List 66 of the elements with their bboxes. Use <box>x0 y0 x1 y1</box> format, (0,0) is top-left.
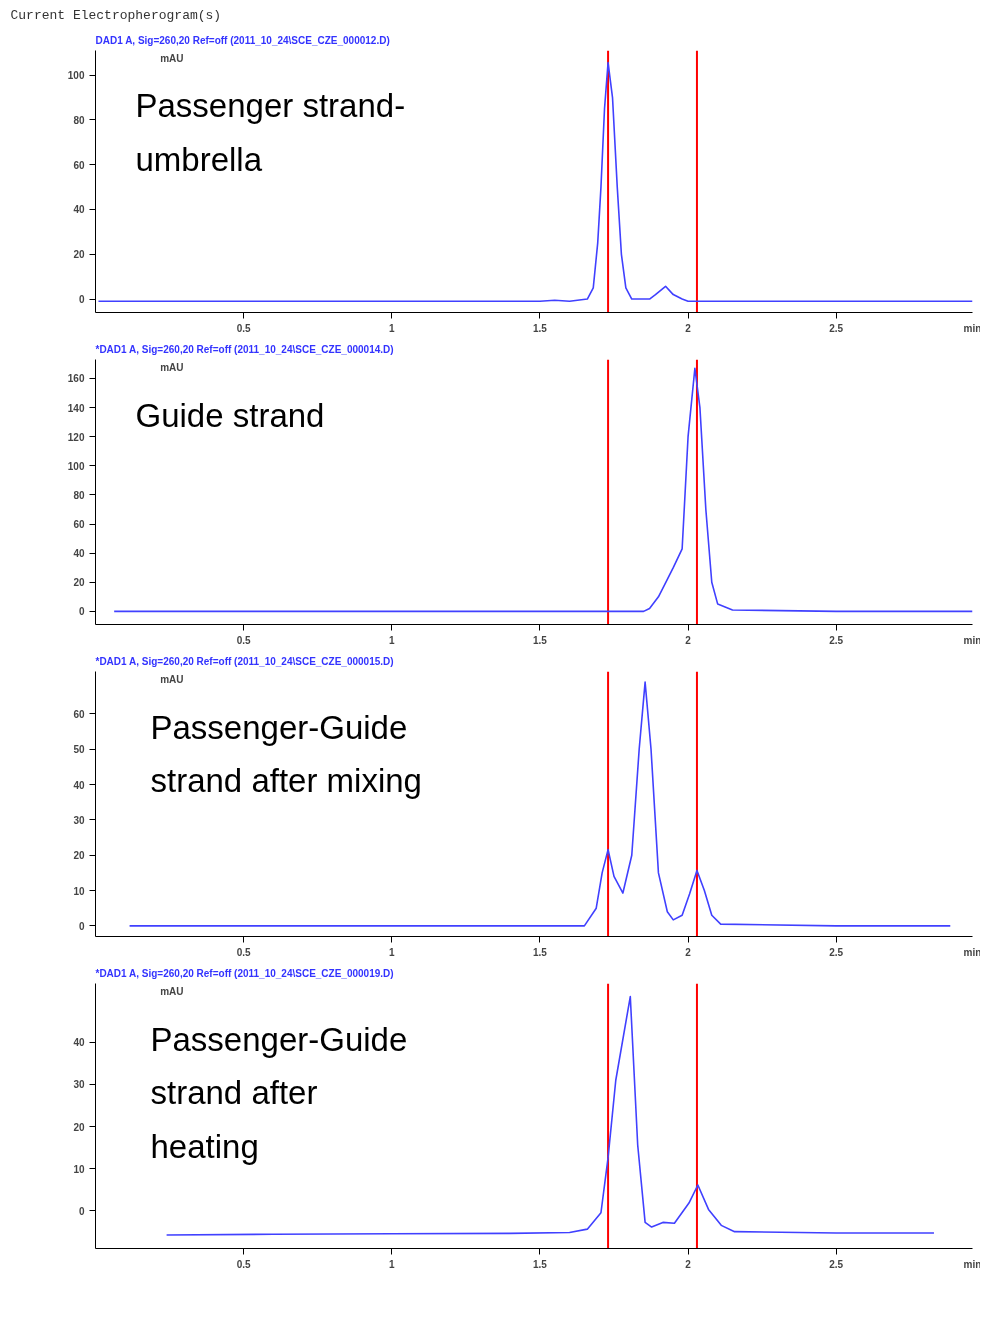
x-axis-title: min <box>963 1258 982 1270</box>
chart-subtitle: *DAD1 A, Sig=260,20 Ref=off (2011_10_24\SCE_CZE_000014.D) <box>95 343 394 355</box>
x-axis-title: min <box>963 946 982 958</box>
y-tick-label: 20 <box>73 577 85 589</box>
x-tick-label: 0.5 <box>236 634 252 646</box>
y-tick-label: 20 <box>73 249 85 261</box>
annotation: Passenger-Guide strand after mixing <box>150 708 422 800</box>
y-tick-label: 0 <box>78 1205 85 1217</box>
y-tick-label: 40 <box>73 548 85 560</box>
y-tick-label: 10 <box>73 1163 85 1175</box>
y-tick-label: 60 <box>73 708 85 720</box>
y-tick-label: 80 <box>73 489 85 501</box>
y-tick-label: 60 <box>73 519 85 531</box>
x-tick-label: 1.5 <box>532 946 548 958</box>
x-axis-title: min <box>963 634 982 646</box>
x-tick-label: 2 <box>685 1258 692 1270</box>
y-tick-label: 40 <box>73 779 85 791</box>
y-tick-label: 0 <box>78 606 85 618</box>
x-axis-title: min <box>963 322 982 334</box>
x-tick-label: 1 <box>389 1258 395 1270</box>
y-tick-label: 60 <box>73 159 85 171</box>
y-tick-label: 20 <box>73 1121 85 1133</box>
y-axis-title: mAU <box>160 985 184 997</box>
x-tick-label: 1 <box>389 634 395 646</box>
y-tick-label: 50 <box>73 744 85 756</box>
line-series <box>128 681 952 927</box>
x-tick-label: 1.5 <box>532 1258 548 1270</box>
x-tick-label: 2 <box>685 634 692 646</box>
y-tick-label: 100 <box>67 70 85 82</box>
y-tick-label: 40 <box>73 204 85 216</box>
y-tick-label: 140 <box>67 402 85 414</box>
x-tick-label: 0.5 <box>236 1258 252 1270</box>
annotation: Guide strand <box>135 396 325 434</box>
x-tick-label: 1 <box>389 946 395 958</box>
x-tick-label: 0.5 <box>236 946 252 958</box>
x-tick-label: 2.5 <box>829 634 844 646</box>
x-tick-label: 2.5 <box>829 322 844 334</box>
y-tick-label: 40 <box>73 1037 85 1049</box>
y-tick-label: 30 <box>73 1079 85 1091</box>
x-tick-label: 1 <box>389 322 395 334</box>
x-tick-label: 0.5 <box>236 322 252 334</box>
y-axis-title: mAU <box>160 673 184 685</box>
annotation: Passenger strand- umbrella <box>135 87 406 178</box>
y-axis-title: mAU <box>160 361 184 373</box>
chart-subtitle: *DAD1 A, Sig=260,20 Ref=off (2011_10_24\SCE_CZE_000015.D) <box>95 655 394 667</box>
chart-subtitle: DAD1 A, Sig=260,20 Ref=off (2011_10_24\SCE_CZE_000012.D) <box>95 34 390 46</box>
chart-subtitle: *DAD1 A, Sig=260,20 Ref=off (2011_10_24\SCE_CZE_000019.D) <box>95 967 394 979</box>
x-tick-label: 2.5 <box>829 946 844 958</box>
x-tick-label: 1.5 <box>532 322 548 334</box>
y-tick-label: 120 <box>67 431 85 443</box>
line-series <box>97 61 973 303</box>
y-tick-label: 80 <box>73 114 85 126</box>
x-tick-label: 2.5 <box>829 1258 844 1270</box>
chart-title: Current Electropherogram(s) <box>10 7 222 23</box>
y-tick-label: 0 <box>78 920 85 932</box>
y-tick-label: 0 <box>78 294 85 306</box>
y-tick-label: 10 <box>73 885 85 897</box>
y-tick-label: 160 <box>67 373 85 385</box>
x-tick-label: 1.5 <box>532 634 548 646</box>
y-tick-label: 20 <box>73 850 85 862</box>
y-tick-label: 100 <box>67 460 85 472</box>
x-tick-label: 2 <box>685 322 692 334</box>
x-tick-label: 2 <box>685 946 692 958</box>
annotation: Passenger-Guide strand after heating <box>150 1020 408 1165</box>
y-tick-label: 30 <box>73 814 85 826</box>
y-axis-title: mAU <box>160 52 184 64</box>
